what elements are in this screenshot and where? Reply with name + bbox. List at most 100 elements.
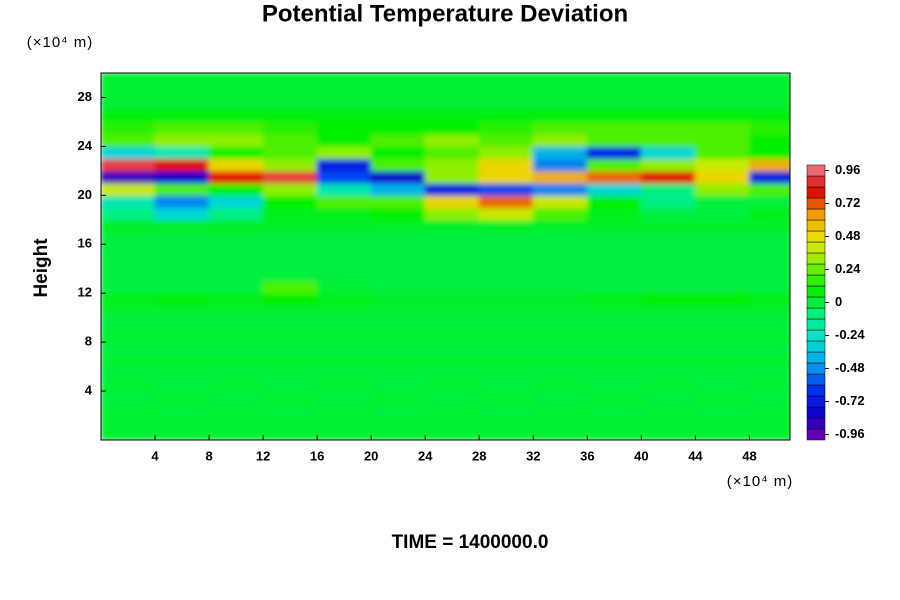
heatmap-cell [208, 415, 264, 429]
heatmap-cell [424, 158, 480, 172]
heatmap-cell [532, 133, 588, 147]
heatmap-cell [208, 378, 264, 392]
heatmap-cell [370, 182, 426, 196]
heatmap-cell [424, 427, 480, 440]
heatmap-cell [208, 329, 264, 343]
heatmap-cell [101, 158, 156, 172]
heatmap-cell [101, 207, 156, 221]
heatmap-cell [424, 73, 480, 86]
heatmap-cell [316, 304, 372, 319]
colorbar-swatch [806, 417, 826, 430]
heatmap-cell [154, 109, 210, 123]
colorbar-tick-label: -0.24 [835, 327, 865, 342]
heatmap-cell [748, 366, 790, 380]
heatmap-cell [478, 170, 534, 184]
heatmap-cell [208, 182, 264, 196]
heatmap-cell [370, 219, 426, 233]
heatmap-cell [586, 280, 642, 294]
heatmap-cell [424, 292, 480, 306]
heatmap-cell [316, 121, 372, 135]
heatmap-cell [532, 390, 588, 404]
heatmap-cell [316, 194, 372, 209]
heatmap-cell [694, 256, 750, 270]
heatmap-cell [316, 243, 372, 257]
heatmap-cell [694, 182, 750, 196]
heatmap-cell [101, 353, 156, 368]
colorbar-tick-label: -0.72 [835, 393, 865, 408]
heatmap-cell [316, 402, 372, 417]
heatmap-cell [478, 304, 534, 319]
colorbar-tick-label: 0.24 [835, 261, 861, 276]
heatmap-cell [154, 341, 210, 355]
heatmap-cell [748, 231, 790, 245]
heatmap-cell [748, 182, 790, 196]
x-tick-label: 8 [205, 448, 212, 463]
heatmap-cell [478, 194, 534, 209]
heatmap-cell [694, 353, 750, 368]
colorbar-swatch [806, 329, 826, 342]
heatmap-cell [748, 96, 790, 111]
colorbar-swatch [806, 296, 826, 309]
heatmap-cell [424, 109, 480, 123]
heatmap-cell [262, 390, 318, 404]
colorbar-swatch [806, 406, 826, 419]
heatmap-cell [532, 304, 588, 319]
heatmap-cell [478, 145, 534, 160]
heatmap-cell [262, 194, 318, 209]
colorbar-swatch [806, 362, 826, 375]
heatmap-cell [101, 402, 156, 417]
heatmap-cell [208, 109, 264, 123]
heatmap-cell [101, 109, 156, 123]
heatmap-cell [424, 341, 480, 355]
heatmap-cell [532, 341, 588, 355]
heatmap-cell [748, 219, 790, 233]
heatmap-cell [370, 84, 426, 98]
heatmap-cell [208, 207, 264, 221]
heatmap-cell [586, 292, 642, 306]
heatmap-cell [208, 304, 264, 319]
heatmap-cell [478, 366, 534, 380]
heatmap-cell [316, 378, 372, 392]
heatmap-cell [640, 219, 696, 233]
heatmap-cell [370, 366, 426, 380]
heatmap-cell [316, 366, 372, 380]
heatmap-cell [586, 427, 642, 440]
heatmap-cell [694, 109, 750, 123]
heatmap-cell [694, 243, 750, 257]
heatmap-cell [154, 219, 210, 233]
heatmap-cell [262, 256, 318, 270]
heatmap-cell [478, 415, 534, 429]
heatmap-cell [208, 133, 264, 147]
heatmap-cell [424, 243, 480, 257]
heatmap-cell [640, 268, 696, 282]
heatmap-cell [262, 219, 318, 233]
heatmap-cell [370, 390, 426, 404]
heatmap-cell [316, 182, 372, 196]
heatmap-cell [101, 268, 156, 282]
heatmap-cell [586, 158, 642, 172]
colorbar-swatch [806, 274, 826, 287]
heatmap-cell [640, 280, 696, 294]
heatmap-cell [154, 207, 210, 221]
colorbar-swatch [806, 175, 826, 188]
heatmap-cell [532, 292, 588, 306]
x-tick-label: 20 [364, 448, 378, 463]
heatmap-cell [262, 158, 318, 172]
y-tick-label: 16 [78, 236, 92, 251]
heatmap-cell [316, 96, 372, 111]
heatmap-cell [101, 390, 156, 404]
heatmap-cell [532, 317, 588, 331]
colorbar-swatch [806, 307, 826, 320]
heatmap-cell [532, 402, 588, 417]
heatmap-cell [532, 280, 588, 294]
heatmap-cell [694, 145, 750, 160]
heatmap-cell [370, 121, 426, 135]
heatmap-cell [532, 73, 588, 86]
heatmap-cell [532, 243, 588, 257]
heatmap-cell [478, 109, 534, 123]
heatmap-cell [478, 133, 534, 147]
heatmap-cell [532, 109, 588, 123]
heatmap-cell [316, 415, 372, 429]
heatmap-cell [640, 353, 696, 368]
